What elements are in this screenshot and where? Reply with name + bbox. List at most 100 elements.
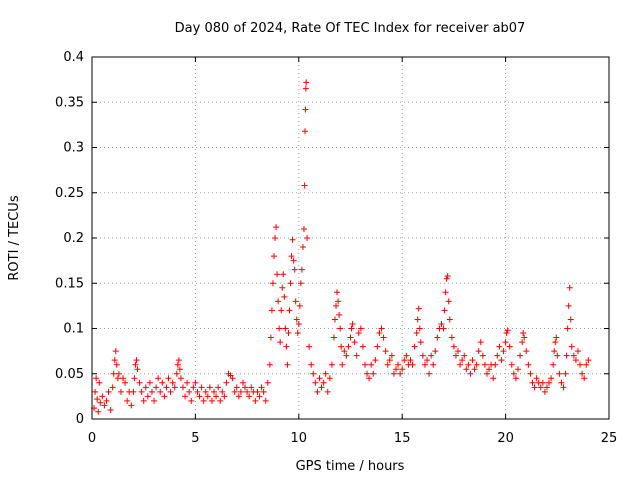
data-point [334,289,341,296]
data-point [223,379,230,386]
data-point [294,330,301,337]
data-point [109,384,116,391]
data-point [347,334,354,341]
data-point [133,357,140,364]
data-point [384,361,391,368]
data-point [546,379,553,386]
data-point [567,316,574,323]
y-tick-label: 0 [76,412,84,427]
data-point [380,334,387,341]
data-point [131,375,138,382]
data-point [157,388,164,395]
data-point [291,266,298,273]
x-tick-label: 20 [497,431,514,446]
y-axis-label: ROTI / TECUs [7,195,22,280]
data-point [519,339,526,346]
data-point [348,325,355,332]
data-point [457,361,464,368]
data-point [128,402,135,409]
data-point [539,379,546,386]
data-point [395,361,402,368]
data-point [577,361,584,368]
data-point [376,330,383,337]
data-point [136,379,143,386]
data-point [355,330,362,337]
data-point [378,325,385,332]
data-point [415,305,422,312]
data-point [417,339,424,346]
data-point [564,325,571,332]
y-tick-label: 0.2 [63,231,84,246]
data-point [500,348,507,355]
data-point [386,357,393,364]
data-point [219,388,226,395]
data-point [269,280,276,287]
data-point [196,393,203,400]
data-point [452,352,459,359]
data-point [572,357,579,364]
data-point [314,388,321,395]
data-point [103,397,110,404]
data-point [397,370,404,377]
data-point [165,375,172,382]
data-point [333,302,340,309]
x-tick-label: 5 [191,431,199,446]
data-point [413,330,420,337]
data-point [169,379,176,386]
data-point [198,384,205,391]
data-point [301,182,308,189]
y-tick-label: 0.15 [55,276,84,291]
data-point [339,361,346,368]
data-point [349,320,356,327]
data-point [173,370,180,377]
data-point [483,370,490,377]
data-point [280,271,287,278]
data-point [163,384,170,391]
data-point [206,384,213,391]
data-point [229,375,236,382]
data-point [502,339,509,346]
data-point [341,348,348,355]
data-point [510,370,517,377]
x-axis-label: GPS time / hours [296,459,405,474]
data-point [186,388,193,395]
data-point [153,384,160,391]
data-point [217,397,224,404]
data-point [282,325,289,332]
data-point [434,334,441,341]
data-point [331,316,338,323]
data-point [411,343,418,350]
data-point [161,393,168,400]
data-point [167,388,174,395]
data-point [295,320,302,327]
data-point [523,348,530,355]
data-point [328,361,335,368]
data-points [91,79,592,415]
data-point [570,352,577,359]
data-point [112,348,119,355]
data-point [465,361,472,368]
data-point [553,334,560,341]
data-point [175,357,182,364]
data-point [287,280,294,287]
data-point [562,370,569,377]
data-point [330,334,337,341]
data-point [442,289,449,296]
data-point [316,375,323,382]
data-point [114,375,121,382]
data-point [541,388,548,395]
data-point [560,384,567,391]
data-point [293,316,300,323]
data-point [290,257,297,264]
data-point [235,393,242,400]
data-point [124,397,131,404]
data-point [548,375,555,382]
data-point [403,352,410,359]
data-point [361,361,368,368]
data-point [288,253,295,260]
data-point [239,379,246,386]
data-point [254,388,261,395]
data-point [533,375,540,382]
data-point [496,343,503,350]
data-point [266,361,273,368]
